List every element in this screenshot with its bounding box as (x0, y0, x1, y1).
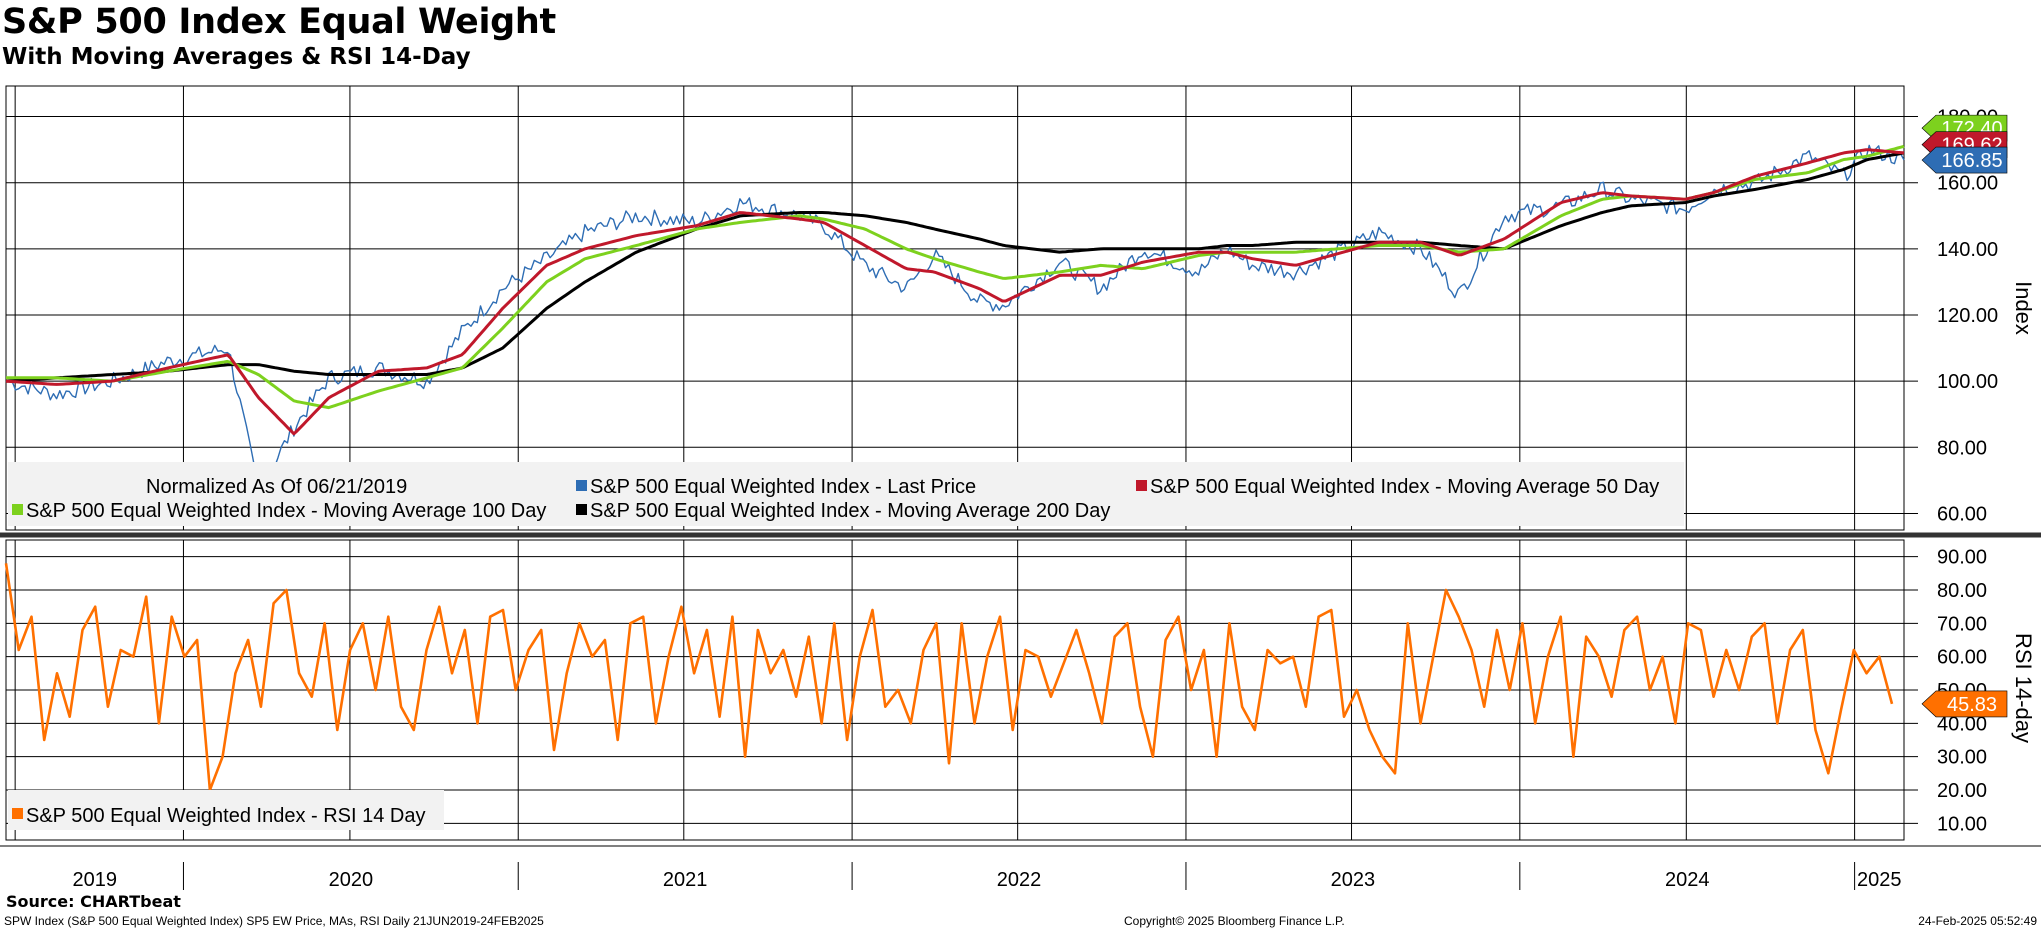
footer-timestamp: 24-Feb-2025 05:52:49 (1918, 914, 2037, 928)
source-label: Source: CHARTbeat (6, 892, 181, 911)
price-axis-title: Index (2011, 281, 2036, 335)
legend-ma200-swatch (576, 504, 587, 515)
chart-title: S&P 500 Index Equal Weight (2, 2, 556, 42)
price-ytick-label: 80.00 (1937, 437, 1987, 459)
rsi-legend-box (8, 790, 444, 830)
price-last-line (5, 144, 1905, 488)
legend-ma200: S&P 500 Equal Weighted Index - Moving Av… (590, 500, 1110, 522)
price-ytick-label: 60.00 (1937, 503, 1987, 525)
legend-ma100: S&P 500 Equal Weighted Index - Moving Av… (26, 500, 546, 522)
price-ytick-label: 120.00 (1937, 305, 1998, 327)
rsi-ytick-label: 30.00 (1937, 747, 1987, 769)
rsi-axis-title: RSI 14-day (2011, 633, 2036, 743)
x-tick-label: 2023 (1331, 869, 1376, 891)
legend-rsi-swatch (12, 808, 23, 819)
price-ma50-line (5, 148, 1905, 436)
price-legend-box (8, 462, 1684, 526)
x-tick-label: 2024 (1665, 869, 1710, 891)
rsi-ytick-label: 20.00 (1937, 780, 1987, 802)
rsi-ytick-label: 40.00 (1937, 713, 1987, 735)
x-tick-label: 2020 (329, 869, 374, 891)
legend-note: Normalized As Of 06/21/2019 (146, 476, 407, 498)
rsi-ytick-label: 60.00 (1937, 647, 1987, 669)
price-panel-frame (5, 85, 1905, 531)
tag-rsi: 45.83 (1921, 690, 2008, 718)
legend-rsi: S&P 500 Equal Weighted Index - RSI 14 Da… (26, 805, 426, 827)
legend-last-price-swatch (576, 480, 587, 491)
tag-rsi-text: 45.83 (1947, 694, 1997, 716)
x-tick-label: 2019 (72, 869, 117, 891)
legend-ma100-swatch (12, 504, 23, 515)
legend-ma50-swatch (1136, 480, 1147, 491)
x-tick-label: 2025 (1857, 869, 1902, 891)
rsi-ytick-label: 90.00 (1937, 547, 1987, 569)
tag-rsi-box (1921, 690, 2008, 718)
price-ytick-label: 160.00 (1937, 173, 1998, 195)
rsi-ytick-label: 80.00 (1937, 580, 1987, 602)
price-ytick-label: 140.00 (1937, 239, 1998, 261)
rsi-ytick-label: 70.00 (1937, 613, 1987, 635)
price-ma200-line (5, 151, 1905, 383)
x-tick-label: 2022 (997, 869, 1042, 891)
footer-description: SPW Index (S&P 500 Equal Weighted Index)… (4, 914, 544, 928)
footer-copyright: Copyright© 2025 Bloomberg Finance L.P. (1124, 914, 1345, 928)
chart-subtitle: With Moving Averages & RSI 14-Day (2, 44, 471, 70)
legend-last-price: S&P 500 Equal Weighted Index - Last Pric… (590, 476, 976, 498)
price-ytick-label: 100.00 (1937, 371, 1998, 393)
x-tick-label: 2021 (663, 869, 708, 891)
price-ma100-line (6, 144, 1905, 410)
rsi-ytick-label: 10.00 (1937, 813, 1987, 835)
tag-last-price: 166.85 (1921, 146, 2008, 174)
tag-last-price-text: 166.85 (1941, 150, 2002, 172)
rsi-line (4, 563, 1894, 792)
tag-last-price-box (1921, 146, 2008, 174)
legend-ma50: S&P 500 Equal Weighted Index - Moving Av… (1150, 476, 1659, 498)
